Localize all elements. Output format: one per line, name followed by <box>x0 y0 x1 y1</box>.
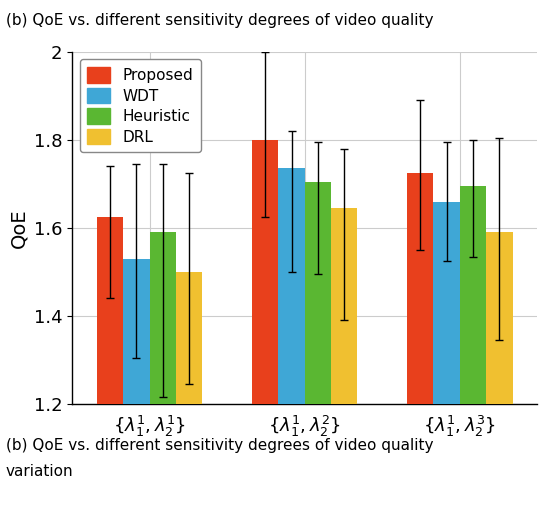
Bar <box>97 217 123 518</box>
Bar <box>176 272 202 518</box>
Bar <box>305 182 331 518</box>
Bar <box>486 232 512 518</box>
Bar <box>460 186 486 518</box>
Bar <box>407 173 433 518</box>
Bar <box>278 168 305 518</box>
Text: (b) QoE vs. different sensitivity degrees of video quality: (b) QoE vs. different sensitivity degree… <box>6 438 433 453</box>
Bar <box>123 259 150 518</box>
Bar <box>433 202 460 518</box>
Text: (b) QoE vs. different sensitivity degrees of video quality: (b) QoE vs. different sensitivity degree… <box>6 13 433 28</box>
Y-axis label: QoE: QoE <box>9 208 28 248</box>
Bar <box>331 208 357 518</box>
Text: variation: variation <box>6 464 73 479</box>
Bar <box>150 232 176 518</box>
Legend: Proposed, WDT, Heuristic, DRL: Proposed, WDT, Heuristic, DRL <box>80 60 201 152</box>
Bar <box>252 140 278 518</box>
